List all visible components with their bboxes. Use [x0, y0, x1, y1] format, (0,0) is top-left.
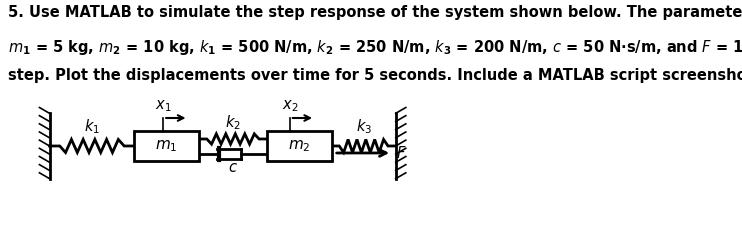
Bar — [134, 131, 199, 161]
Text: $x_1$: $x_1$ — [155, 98, 171, 114]
Text: 5. Use MATLAB to simulate the step response of the system shown below. The param: 5. Use MATLAB to simulate the step respo… — [8, 5, 742, 20]
Text: $\mathbf{\it{m}}_\mathbf{1}$ = 5 kg, $\mathbf{\it{m}}_\mathbf{2}$ = 10 kg, $\mat: $\mathbf{\it{m}}_\mathbf{1}$ = 5 kg, $\m… — [8, 38, 742, 57]
Text: $x_2$: $x_2$ — [281, 98, 298, 114]
Text: $F$: $F$ — [395, 145, 407, 161]
Text: $k_3$: $k_3$ — [355, 117, 372, 136]
Text: $k_1$: $k_1$ — [84, 117, 100, 136]
Bar — [267, 131, 332, 161]
Text: $c$: $c$ — [228, 160, 238, 175]
Text: $m_1$: $m_1$ — [155, 138, 178, 154]
Text: $m_2$: $m_2$ — [288, 138, 311, 154]
Text: $k_2$: $k_2$ — [225, 113, 241, 131]
Text: step. Plot the displacements over time for 5 seconds. Include a MATLAB script sc: step. Plot the displacements over time f… — [8, 68, 742, 83]
